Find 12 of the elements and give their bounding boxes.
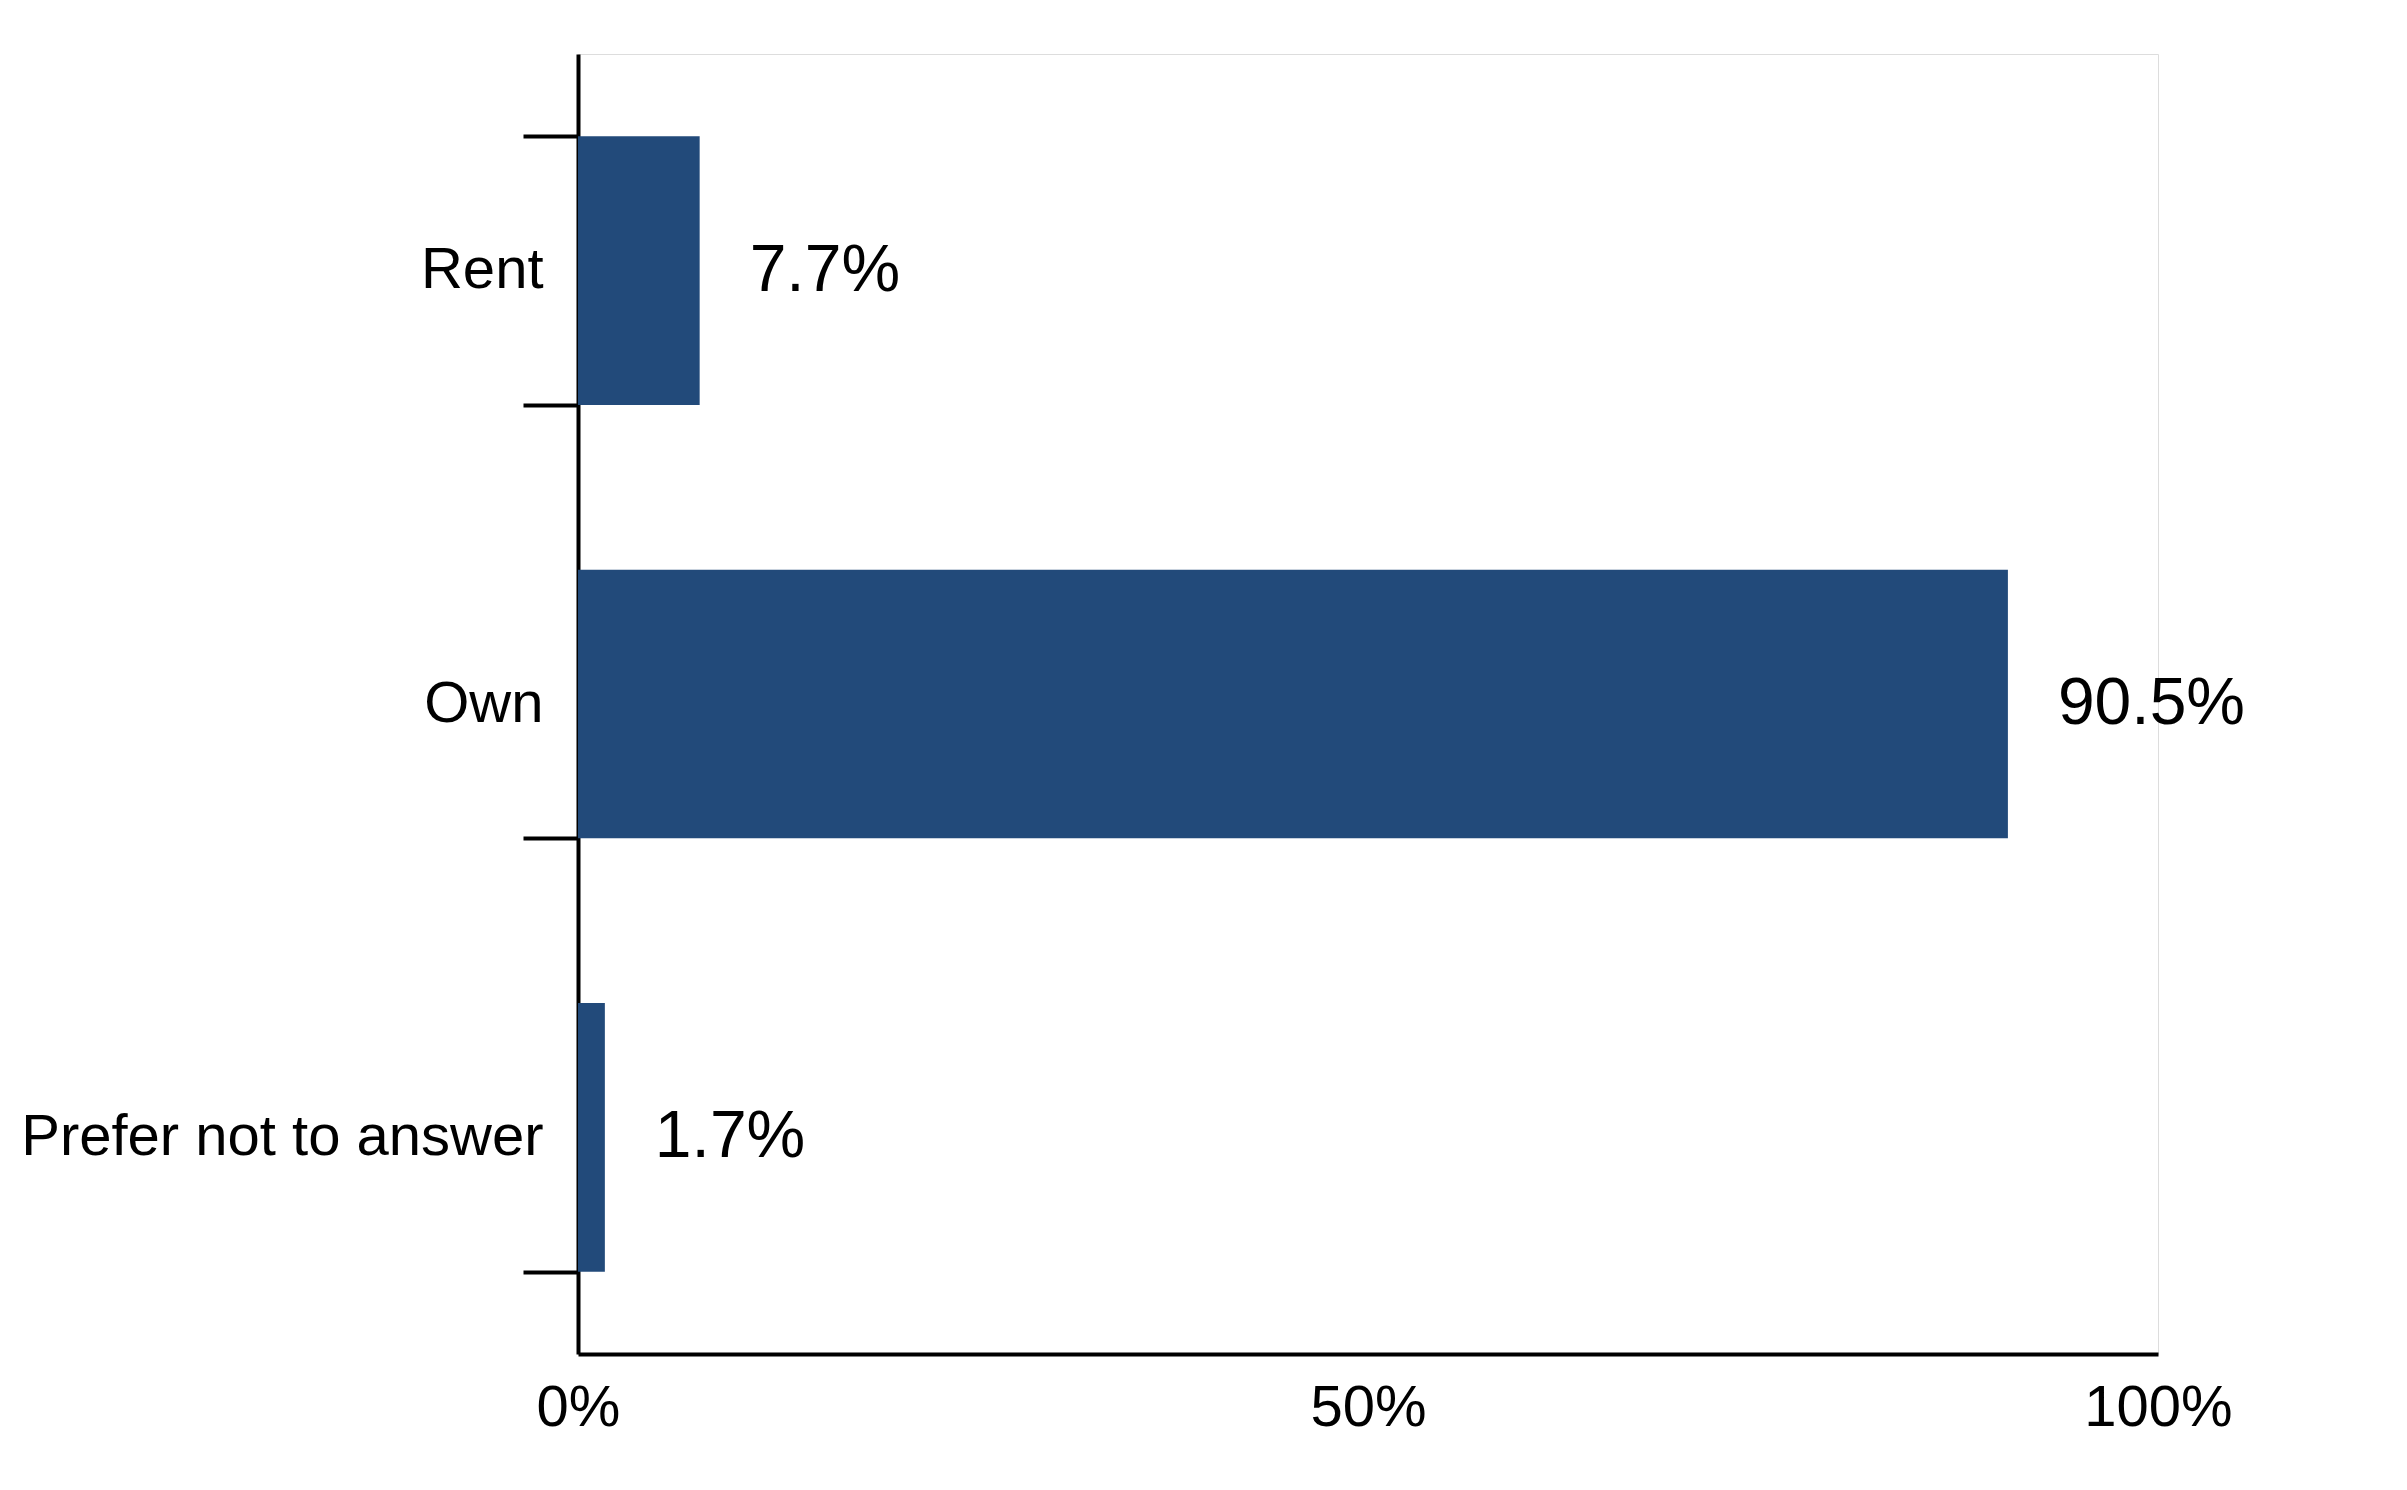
x-tick-label: 0% bbox=[536, 1372, 621, 1438]
y-tick-label: Rent bbox=[420, 235, 544, 301]
x-tick-label: 100% bbox=[2084, 1372, 2233, 1438]
bar bbox=[578, 136, 700, 405]
bar bbox=[578, 1003, 605, 1272]
data-label: 7.7% bbox=[749, 230, 901, 305]
y-tick-label: Prefer not to answer bbox=[21, 1101, 544, 1167]
y-tick-label: Own bbox=[424, 668, 544, 734]
bar bbox=[578, 569, 2008, 839]
data-label: 90.5% bbox=[2057, 664, 2246, 738]
data-label: 1.7% bbox=[654, 1097, 806, 1172]
x-tick-label: 50% bbox=[1310, 1372, 1427, 1438]
